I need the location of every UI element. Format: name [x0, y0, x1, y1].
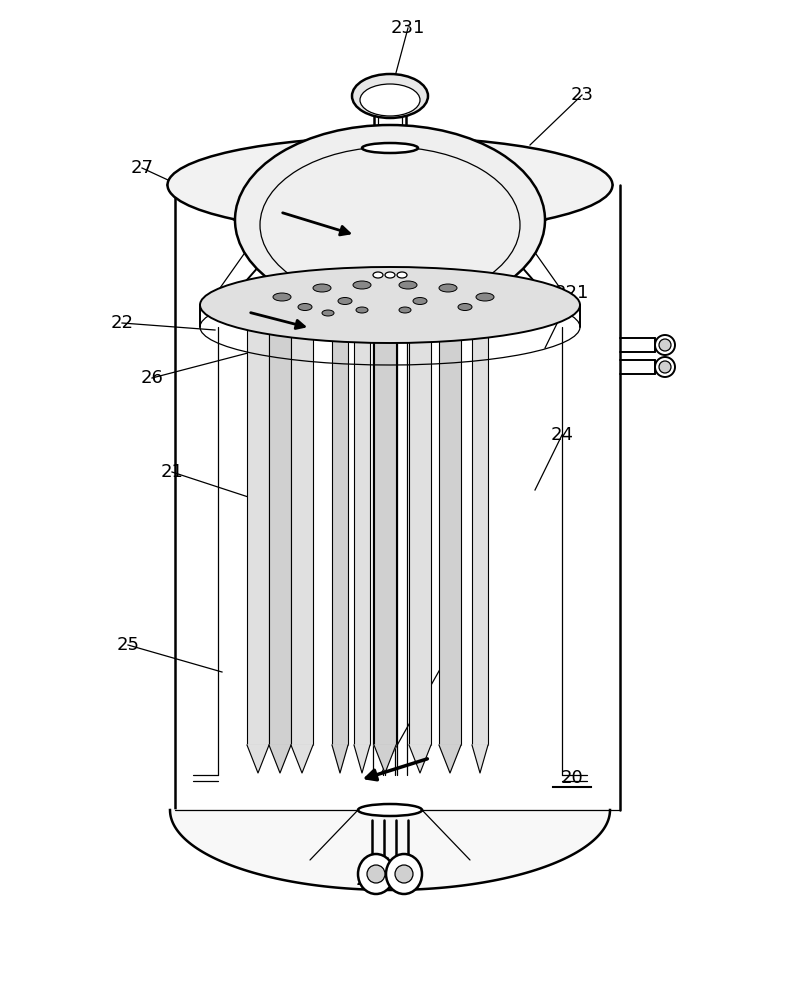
Ellipse shape — [659, 361, 671, 373]
Ellipse shape — [313, 284, 331, 292]
Ellipse shape — [386, 854, 422, 894]
Ellipse shape — [367, 865, 385, 883]
Ellipse shape — [353, 281, 371, 289]
Ellipse shape — [439, 284, 457, 292]
Polygon shape — [269, 327, 291, 745]
Text: 24: 24 — [550, 426, 574, 444]
Ellipse shape — [322, 310, 334, 316]
Text: 22: 22 — [110, 314, 134, 332]
Ellipse shape — [247, 324, 269, 329]
Ellipse shape — [200, 267, 580, 343]
Polygon shape — [291, 327, 313, 745]
Polygon shape — [332, 327, 348, 745]
Ellipse shape — [269, 324, 291, 329]
Ellipse shape — [167, 137, 613, 233]
Ellipse shape — [273, 293, 291, 301]
Polygon shape — [439, 327, 461, 745]
Polygon shape — [170, 810, 610, 890]
Polygon shape — [409, 327, 431, 745]
Ellipse shape — [362, 143, 418, 153]
Ellipse shape — [338, 298, 352, 305]
Text: 28: 28 — [441, 639, 463, 657]
Polygon shape — [472, 745, 488, 773]
Ellipse shape — [655, 335, 675, 355]
Polygon shape — [374, 327, 396, 745]
Ellipse shape — [356, 307, 368, 313]
Ellipse shape — [373, 272, 383, 278]
Polygon shape — [332, 745, 348, 773]
Text: 21: 21 — [161, 463, 183, 481]
Ellipse shape — [358, 804, 422, 816]
Ellipse shape — [659, 339, 671, 351]
Text: 20: 20 — [561, 769, 583, 787]
Ellipse shape — [476, 293, 494, 301]
Text: 23: 23 — [570, 86, 594, 104]
Ellipse shape — [439, 324, 461, 329]
Text: 231: 231 — [391, 19, 425, 37]
Ellipse shape — [397, 272, 407, 278]
Ellipse shape — [298, 304, 312, 311]
Ellipse shape — [291, 324, 313, 329]
Polygon shape — [354, 327, 370, 745]
Ellipse shape — [399, 281, 417, 289]
Text: 27: 27 — [130, 159, 154, 177]
Polygon shape — [472, 327, 488, 745]
Text: 241: 241 — [356, 871, 390, 889]
Ellipse shape — [413, 298, 427, 305]
Polygon shape — [291, 745, 313, 773]
Ellipse shape — [352, 74, 428, 118]
Ellipse shape — [409, 324, 431, 329]
Ellipse shape — [235, 125, 545, 315]
Ellipse shape — [395, 865, 413, 883]
Ellipse shape — [655, 357, 675, 377]
Polygon shape — [354, 745, 370, 773]
Polygon shape — [247, 745, 269, 773]
Ellipse shape — [385, 272, 395, 278]
Ellipse shape — [332, 325, 348, 329]
Text: 221: 221 — [555, 284, 589, 302]
Ellipse shape — [354, 325, 370, 329]
Polygon shape — [269, 745, 291, 773]
Ellipse shape — [358, 854, 394, 894]
Polygon shape — [439, 745, 461, 773]
Ellipse shape — [360, 84, 420, 116]
Polygon shape — [409, 745, 431, 773]
Polygon shape — [247, 327, 269, 745]
Polygon shape — [374, 745, 396, 773]
Ellipse shape — [472, 325, 488, 329]
Text: 25: 25 — [117, 636, 139, 654]
Ellipse shape — [399, 307, 411, 313]
Ellipse shape — [374, 324, 396, 329]
Ellipse shape — [458, 304, 472, 311]
Text: 26: 26 — [141, 369, 163, 387]
